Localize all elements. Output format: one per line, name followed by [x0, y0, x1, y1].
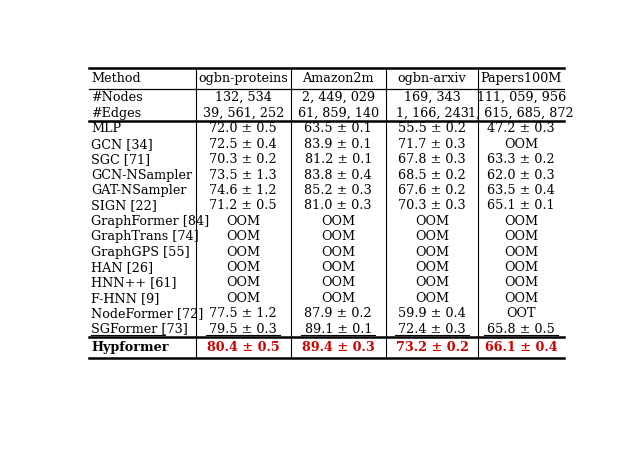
Text: 71.2 ± 0.5: 71.2 ± 0.5 [209, 199, 277, 212]
Text: 74.6 ± 1.2: 74.6 ± 1.2 [209, 184, 277, 197]
Text: 111, 059, 956: 111, 059, 956 [477, 90, 566, 104]
Text: OOM: OOM [504, 277, 538, 289]
Text: OOM: OOM [415, 292, 449, 305]
Text: OOM: OOM [321, 230, 355, 243]
Text: SGC [71]: SGC [71] [91, 153, 150, 166]
Text: 80.4 ± 0.5: 80.4 ± 0.5 [207, 341, 279, 354]
Text: 68.5 ± 0.2: 68.5 ± 0.2 [398, 169, 466, 182]
Text: 72.4 ± 0.3: 72.4 ± 0.3 [398, 323, 466, 336]
Text: 39, 561, 252: 39, 561, 252 [202, 107, 284, 119]
Text: GAT-NSampler: GAT-NSampler [91, 184, 186, 197]
Text: GraphFormer [84]: GraphFormer [84] [91, 215, 209, 228]
Text: 87.9 ± 0.2: 87.9 ± 0.2 [305, 307, 372, 320]
Text: Amazon2m: Amazon2m [303, 72, 374, 85]
Text: 63.5 ± 0.1: 63.5 ± 0.1 [305, 122, 372, 136]
Text: OOM: OOM [415, 230, 449, 243]
Text: Hypformer: Hypformer [91, 341, 169, 354]
Text: OOM: OOM [415, 246, 449, 258]
Text: 65.1 ± 0.1: 65.1 ± 0.1 [487, 199, 555, 212]
Text: HNN++ [61]: HNN++ [61] [91, 277, 177, 289]
Text: 83.9 ± 0.1: 83.9 ± 0.1 [305, 138, 372, 151]
Text: 67.8 ± 0.3: 67.8 ± 0.3 [398, 153, 466, 166]
Text: OOM: OOM [226, 277, 260, 289]
Text: OOM: OOM [415, 261, 449, 274]
Text: 81.2 ± 0.1: 81.2 ± 0.1 [305, 153, 372, 166]
Text: GraphTrans [74]: GraphTrans [74] [91, 230, 199, 243]
Text: 132, 534: 132, 534 [215, 90, 272, 104]
Text: 73.2 ± 0.2: 73.2 ± 0.2 [396, 341, 468, 354]
Text: MLP: MLP [91, 122, 121, 136]
Text: OOM: OOM [321, 261, 355, 274]
Text: 72.5 ± 0.4: 72.5 ± 0.4 [209, 138, 277, 151]
Text: ogbn-arxiv: ogbn-arxiv [398, 72, 466, 85]
Text: ogbn-proteins: ogbn-proteins [198, 72, 288, 85]
Text: 47.2 ± 0.3: 47.2 ± 0.3 [487, 122, 555, 136]
Text: 71.7 ± 0.3: 71.7 ± 0.3 [398, 138, 466, 151]
Text: 77.5 ± 1.2: 77.5 ± 1.2 [209, 307, 277, 320]
Text: GraphGPS [55]: GraphGPS [55] [91, 246, 190, 258]
Text: 79.5 ± 0.3: 79.5 ± 0.3 [209, 323, 277, 336]
Text: OOM: OOM [504, 292, 538, 305]
Text: OOM: OOM [226, 215, 260, 228]
Text: 59.9 ± 0.4: 59.9 ± 0.4 [398, 307, 466, 320]
Text: OOM: OOM [226, 246, 260, 258]
Text: 70.3 ± 0.2: 70.3 ± 0.2 [209, 153, 277, 166]
Text: HAN [26]: HAN [26] [91, 261, 154, 274]
Text: 55.5 ± 0.2: 55.5 ± 0.2 [398, 122, 466, 136]
Text: OOM: OOM [226, 230, 260, 243]
Text: Papers100M: Papers100M [480, 72, 562, 85]
Text: SGFormer [73]: SGFormer [73] [91, 323, 188, 336]
Text: 70.3 ± 0.3: 70.3 ± 0.3 [398, 199, 466, 212]
Text: GCN [34]: GCN [34] [91, 138, 153, 151]
Text: OOM: OOM [504, 138, 538, 151]
Text: #Nodes: #Nodes [91, 90, 143, 104]
Text: OOM: OOM [504, 246, 538, 258]
Text: Method: Method [91, 72, 141, 85]
Text: OOM: OOM [226, 292, 260, 305]
Text: 65.8 ± 0.5: 65.8 ± 0.5 [487, 323, 555, 336]
Text: OOM: OOM [504, 215, 538, 228]
Text: 89.4 ± 0.3: 89.4 ± 0.3 [302, 341, 375, 354]
Text: OOM: OOM [321, 215, 355, 228]
Text: OOM: OOM [321, 246, 355, 258]
Text: 66.1 ± 0.4: 66.1 ± 0.4 [485, 341, 557, 354]
Text: 63.5 ± 0.4: 63.5 ± 0.4 [487, 184, 555, 197]
Text: 73.5 ± 1.3: 73.5 ± 1.3 [209, 169, 277, 182]
Text: F-HNN [9]: F-HNN [9] [91, 292, 160, 305]
Text: 169, 343: 169, 343 [404, 90, 461, 104]
Text: GCN-NSampler: GCN-NSampler [91, 169, 192, 182]
Text: #Edges: #Edges [91, 107, 142, 119]
Text: OOM: OOM [415, 215, 449, 228]
Text: SIGN [22]: SIGN [22] [91, 199, 157, 212]
Text: 67.6 ± 0.2: 67.6 ± 0.2 [398, 184, 466, 197]
Text: OOM: OOM [504, 230, 538, 243]
Text: OOM: OOM [415, 277, 449, 289]
Text: 83.8 ± 0.4: 83.8 ± 0.4 [305, 169, 372, 182]
Text: 63.3 ± 0.2: 63.3 ± 0.2 [487, 153, 555, 166]
Text: 1, 166, 243: 1, 166, 243 [396, 107, 468, 119]
Text: NodeFormer [72]: NodeFormer [72] [91, 307, 204, 320]
Text: 1, 615, 685, 872: 1, 615, 685, 872 [468, 107, 574, 119]
Text: OOM: OOM [504, 261, 538, 274]
Text: 89.1 ± 0.1: 89.1 ± 0.1 [305, 323, 372, 336]
Text: OOT: OOT [506, 307, 536, 320]
Text: OOM: OOM [321, 292, 355, 305]
Text: OOM: OOM [226, 261, 260, 274]
Text: OOM: OOM [321, 277, 355, 289]
Text: 62.0 ± 0.3: 62.0 ± 0.3 [487, 169, 555, 182]
Text: 85.2 ± 0.3: 85.2 ± 0.3 [305, 184, 372, 197]
Text: 61, 859, 140: 61, 859, 140 [298, 107, 379, 119]
Text: 81.0 ± 0.3: 81.0 ± 0.3 [305, 199, 372, 212]
Text: 72.0 ± 0.5: 72.0 ± 0.5 [209, 122, 277, 136]
Text: 2, 449, 029: 2, 449, 029 [301, 90, 375, 104]
